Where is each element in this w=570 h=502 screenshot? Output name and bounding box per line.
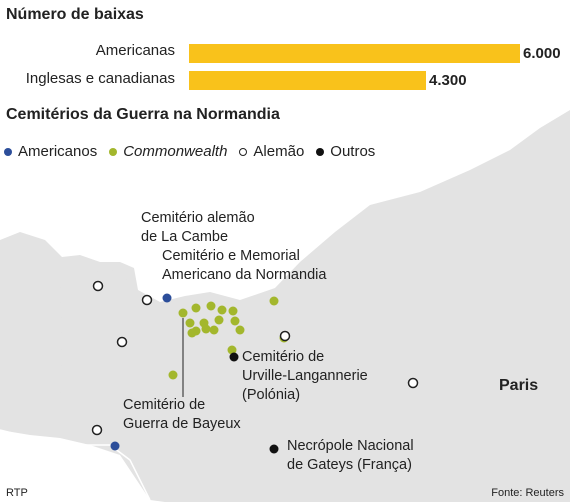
bar-americanas [189,44,520,63]
bar-label-inglesas-canadianas: Inglesas e canadianas [25,70,175,87]
commonwealth-cemetery-marker [168,370,178,380]
commonwealth-cemetery-marker [206,301,216,311]
german-cemetery-marker [279,330,291,342]
bar-value-inglesas-canadianas: 4.300 [429,72,467,89]
commonwealth-cemetery-marker [209,325,219,335]
american-cemetery-marker [162,293,172,303]
label-gateys: Necrópole Nacional de Gateys (França) [287,438,414,473]
bar-value-americanas: 6.000 [523,45,561,62]
footer-source: Fonte: Reuters [491,487,564,499]
bar-label-americanas: Americanas [95,42,175,59]
american-cemetery-marker [110,441,120,451]
legend-dot-filled-black-icon [316,147,325,156]
legend-item-americanos: Americanos [4,143,97,160]
legend-label: Commonwealth [123,143,228,160]
commonwealth-cemetery-marker [201,324,211,334]
map-legend: Americanos Commonwealth Alemão Outros [4,143,387,160]
german-cemetery-marker [91,424,103,436]
german-cemetery-marker [92,280,104,292]
other-cemetery-marker [229,352,239,362]
german-cemetery-marker [407,377,419,389]
commonwealth-cemetery-marker [191,303,201,313]
commonwealth-cemetery-marker [230,316,240,326]
german-cemetery-marker [116,336,128,348]
land-area-peninsula [60,270,134,440]
legend-label: Alemão [253,143,305,160]
legend-item-outros: Outros [316,143,375,160]
legend-item-alemao: Alemão [239,143,304,160]
commonwealth-cemetery-marker [187,328,197,338]
german-cemetery-marker [141,294,153,306]
land-area [0,110,570,502]
commonwealth-cemetery-marker [185,318,195,328]
commonwealth-cemetery-marker [217,305,227,315]
other-cemetery-marker [269,444,279,454]
legend-dot-filled-blue-icon [4,147,12,156]
region-boundary [0,429,151,501]
label-american-cemetery: Cemitério e Memorial Americano da Norman… [162,248,327,283]
bar-inglesas-canadianas [189,71,426,90]
legend-dot-filled-green-icon [109,147,118,156]
legend-label: Americanos [18,143,98,160]
chart-title: Número de baixas [6,6,144,23]
legend-label: Outros [330,143,376,160]
map-title: Cemitérios da Guerra na Normandia [6,106,280,123]
label-urville: Cemitério de Urville-Langannerie (Polóni… [242,349,368,403]
city-label-paris: Paris [499,377,539,394]
commonwealth-cemetery-marker [228,306,238,316]
commonwealth-cemetery-marker [235,325,245,335]
label-bayeux: Cemitério de Guerra de Bayeux [123,397,241,432]
commonwealth-cemetery-marker [269,296,279,306]
commonwealth-cemetery-marker [214,315,224,325]
commonwealth-cemetery-marker [227,345,237,355]
label-la-cambe: Cemitério alemão de La Cambe [141,210,255,245]
commonwealth-cemetery-marker [178,308,188,318]
legend-dot-hollow-icon [239,147,248,156]
legend-item-commonwealth: Commonwealth [109,143,227,160]
footer-credit: RTP [6,487,28,499]
